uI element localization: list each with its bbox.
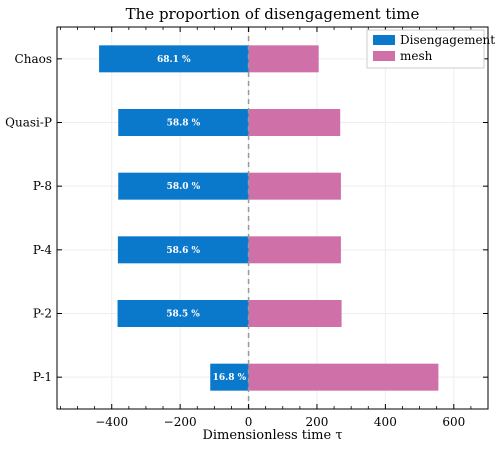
axis-ticks [57,27,489,409]
x-axis-label: Dimensionless time τ [202,428,342,443]
legend-label: Disengagement [400,33,495,47]
legend-swatch [373,35,395,45]
y-tick-labels: Chaos Quasi-P P-8 P-4 P-2 P-1 [5,52,52,384]
disengagement-bar [118,109,249,136]
bars [99,45,439,391]
bar-value-label: 58.6 % [166,246,200,256]
plot-frame [56,26,489,410]
disengagement-bar [117,236,249,264]
mesh-bar [248,109,341,136]
disengagement-bar [210,363,249,391]
legend: Disengagement mesh [366,29,495,69]
x-tick-label: −400 [95,415,128,429]
legend-label: mesh [400,49,433,63]
x-tick-labels: −400 −200 0 200 400 600 [95,415,465,429]
x-tick-label: −200 [164,415,197,429]
y-tick-label: P-2 [33,307,52,321]
x-tick-label: 400 [374,415,397,429]
legend-swatch [373,51,395,61]
disengagement-bar [118,172,249,200]
mesh-bar [248,172,341,200]
mesh-bar [248,45,319,73]
mesh-bar [248,236,341,264]
y-tick-label: Chaos [15,52,52,66]
bar-value-label: 58.8 % [167,119,201,129]
mesh-bar [248,300,342,327]
bar-value-label: 58.0 % [167,182,201,192]
x-tick-label: 600 [442,415,465,429]
mesh-bar [248,363,439,391]
grid-lines [57,27,488,409]
disengagement-bar [117,300,249,327]
x-tick-label: 200 [306,415,329,429]
bar-value-label: 58.5 % [166,310,200,320]
bar-value-label: 16.8 % [213,373,247,383]
y-tick-label: P-8 [33,179,52,193]
chart-title: The proportion of disengagement time [126,5,420,23]
x-tick-label: 0 [245,415,253,429]
disengagement-bar [99,45,249,73]
bar-labels: 68.1 % 58.8 % 58.0 % 58.6 % 58.5 % 16.8 % [157,55,247,383]
y-tick-label: Quasi-P [5,116,52,130]
y-tick-label: P-4 [33,243,52,257]
y-tick-label: P-1 [33,370,52,384]
bar-value-label: 68.1 % [157,55,191,65]
